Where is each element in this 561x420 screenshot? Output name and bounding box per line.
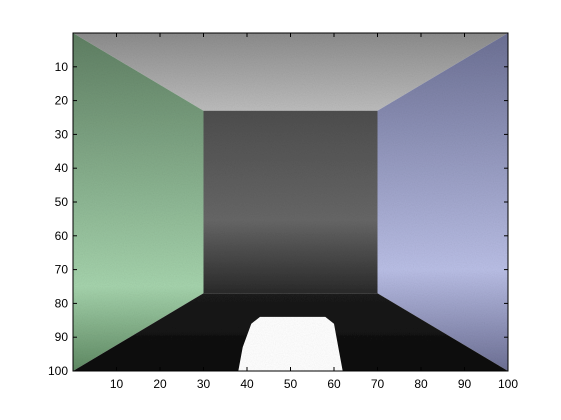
- region-ceiling: [73, 33, 508, 111]
- y-axis: 10 20 30 40 50 60 70 80 90 100: [48, 60, 508, 378]
- x-tick-label: 30: [197, 377, 211, 391]
- y-tick-label: 30: [55, 127, 69, 141]
- y-tick-label: 20: [55, 94, 69, 108]
- x-tick-label: 60: [327, 377, 341, 391]
- y-tick-label: 50: [55, 195, 69, 209]
- x-axis: 10 20 30 40 50 60 70 80 90 100: [110, 33, 518, 391]
- x-tick-label: 10: [110, 377, 124, 391]
- region-light-patch: [238, 316, 343, 371]
- x-tick-label: 50: [284, 377, 298, 391]
- y-tick-label: 60: [55, 229, 69, 243]
- region-back-wall: [203, 110, 378, 294]
- y-tick-label: 90: [55, 330, 69, 344]
- x-tick-label: 70: [371, 377, 385, 391]
- y-tick-label: 10: [55, 60, 69, 74]
- x-tick-label: 80: [414, 377, 428, 391]
- y-tick-label: 80: [55, 296, 69, 310]
- y-tick-label: 100: [48, 364, 68, 378]
- region-right-wall: [377, 33, 508, 371]
- x-tick-label: 100: [498, 377, 518, 391]
- x-tick-label: 20: [153, 377, 167, 391]
- x-tick-label: 90: [458, 377, 472, 391]
- x-tick-label: 40: [240, 377, 254, 391]
- y-tick-label: 40: [55, 161, 69, 175]
- region-left-wall: [73, 33, 204, 371]
- room-image: [73, 33, 508, 371]
- y-tick-label: 70: [55, 263, 69, 277]
